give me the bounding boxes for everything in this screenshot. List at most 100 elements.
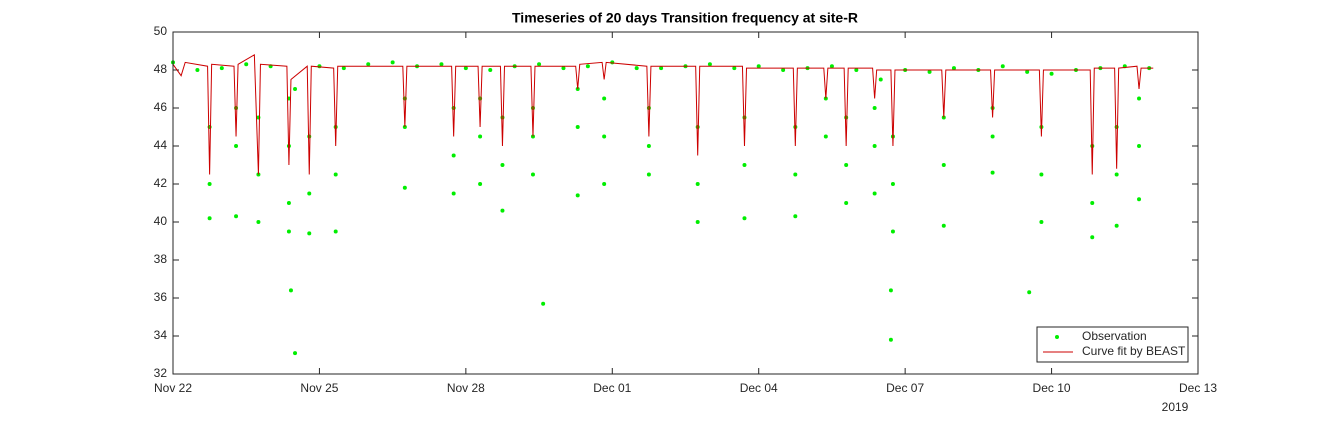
observation-point: [695, 220, 700, 224]
observation-point: [1137, 144, 1142, 148]
observation-point: [537, 62, 542, 67]
observation-point: [927, 69, 932, 74]
observation-point: [781, 68, 786, 72]
observation-point: [707, 62, 712, 67]
observation-point: [1025, 69, 1030, 74]
y-tick-label: 42: [154, 176, 168, 190]
observation-point: [293, 87, 298, 91]
observation-point: [872, 191, 877, 196]
observation-point: [646, 106, 651, 110]
observation-point: [756, 64, 761, 69]
axes-box: [172, 31, 1199, 375]
observation-point: [646, 144, 651, 148]
x-tick-label: Dec 01: [593, 381, 631, 395]
observation-point: [854, 68, 859, 72]
observation-point: [286, 229, 291, 234]
observation-point: [585, 64, 590, 69]
observation-point: [602, 182, 607, 186]
observation-point: [293, 351, 298, 356]
fit-line: [172, 53, 1154, 175]
y-tick-label: 36: [154, 290, 168, 304]
observation-point: [1090, 144, 1095, 148]
observation-point: [872, 106, 877, 110]
observation-point: [333, 229, 338, 234]
observation-point: [990, 170, 995, 175]
observation-point: [488, 68, 493, 72]
legend-marker: [1055, 335, 1059, 339]
observation-point: [793, 172, 798, 177]
observation-point: [602, 96, 607, 101]
y-tick-label: 46: [154, 100, 168, 114]
observation-point: [234, 106, 239, 110]
y-tick-label: 48: [154, 62, 168, 76]
observation-point: [823, 134, 828, 139]
observation-point: [829, 64, 834, 69]
observation-point: [333, 172, 338, 177]
observation-point: [341, 66, 346, 71]
observation-point: [463, 66, 468, 71]
chart-title: Timeseries of 20 days Transition frequen…: [512, 10, 858, 26]
observation-point: [234, 214, 239, 219]
x-tick-label: Dec 07: [886, 381, 924, 395]
observation-point: [890, 182, 895, 186]
observation-point: [1039, 220, 1044, 224]
observation-point: [307, 134, 312, 139]
observation-point: [1027, 290, 1032, 295]
legend-label: Observation: [1082, 329, 1147, 343]
observation-point: [244, 62, 249, 67]
observation-point: [288, 288, 293, 293]
observation-point: [530, 106, 535, 110]
observation-point: [872, 144, 877, 148]
observation-point: [207, 182, 212, 186]
y-tick-label: 50: [154, 24, 168, 38]
legend-box: [1036, 326, 1189, 363]
observation-point: [732, 66, 737, 71]
observation-point: [317, 64, 322, 69]
x-tick-label: Dec 10: [1033, 381, 1071, 395]
observation-point: [634, 66, 639, 71]
observation-point: [1090, 201, 1095, 205]
observation-point: [219, 66, 224, 71]
observation-point: [307, 231, 312, 236]
observation-point: [575, 193, 580, 198]
x-year-label: 2019: [1162, 400, 1189, 414]
y-tick-label: 44: [154, 138, 168, 152]
y-tick-label: 32: [154, 366, 168, 380]
observation-point: [286, 201, 291, 205]
y-tick-label: 38: [154, 252, 168, 266]
observation-point: [888, 337, 893, 342]
observation-point: [402, 185, 407, 190]
observation-point: [307, 191, 312, 196]
observation-point: [500, 208, 505, 213]
observation-point: [951, 66, 956, 71]
observation-point: [1000, 64, 1005, 69]
observation-point: [390, 60, 395, 65]
observation-point: [742, 115, 747, 120]
observation-point: [742, 163, 747, 167]
observation-point: [941, 163, 946, 167]
observation-point: [439, 62, 444, 67]
observation-point: [878, 77, 883, 82]
observation-point: [478, 182, 483, 186]
x-tick-label: Nov 22: [154, 381, 192, 395]
observation-point: [844, 115, 849, 120]
legend-label: Curve fit by BEAST: [1082, 344, 1186, 358]
observation-point: [695, 182, 700, 186]
observation-point: [602, 134, 607, 139]
observation-point: [844, 163, 849, 167]
x-tick-label: Dec 04: [740, 381, 778, 395]
observation-point: [530, 172, 535, 177]
observation-point: [207, 216, 212, 221]
observation-point: [659, 66, 664, 71]
observation-point: [366, 62, 371, 67]
x-tick-label: Nov 28: [447, 381, 485, 395]
observation-point: [844, 201, 849, 205]
observation-point: [500, 115, 505, 120]
observation-point: [451, 106, 456, 110]
observation-point: [1114, 125, 1119, 129]
observation-point: [990, 134, 995, 139]
observation-point: [1114, 223, 1119, 228]
observation-point: [646, 172, 651, 177]
